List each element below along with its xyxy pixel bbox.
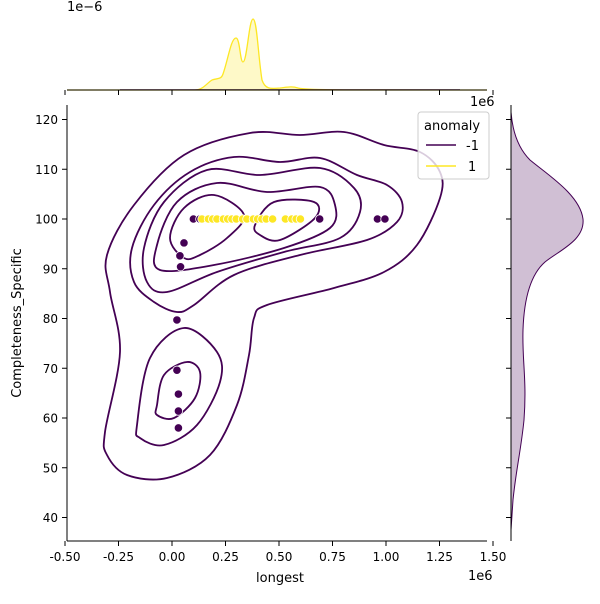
kde-contour-line bbox=[152, 181, 338, 273]
scatter-point-anomaly-minus1 bbox=[175, 251, 185, 261]
y-tick-label: 80 bbox=[43, 312, 58, 326]
scatter-points bbox=[172, 214, 390, 433]
legend: anomaly -1 1 bbox=[417, 111, 490, 180]
scatter-point-anomaly-minus1 bbox=[173, 406, 184, 416]
legend-label-1: 1 bbox=[468, 160, 476, 175]
y-tick-label: 110 bbox=[35, 163, 58, 177]
kde-contours bbox=[102, 130, 444, 481]
y-tick-label: 70 bbox=[43, 362, 58, 376]
kde-contour-line bbox=[169, 194, 246, 261]
x-tick-label: 1.00 bbox=[373, 550, 400, 564]
x-tick-label: 0.25 bbox=[212, 550, 239, 564]
scatter-point-anomaly-minus1 bbox=[173, 423, 184, 433]
y-tick-label: 90 bbox=[43, 262, 58, 276]
y-tick-label: 50 bbox=[43, 461, 58, 475]
top-marginal-kde-anomaly-1 bbox=[67, 18, 488, 91]
scatter-point-anomaly-minus1 bbox=[172, 315, 182, 325]
scatter-point-anomaly-1 bbox=[267, 214, 278, 224]
right-marginal-kde-anomaly-minus1 bbox=[510, 111, 584, 531]
kde-contour-line bbox=[129, 155, 404, 313]
x-tick-label: 1.25 bbox=[426, 550, 453, 564]
top-marginal-x-offset-label: 1e6 bbox=[470, 95, 495, 110]
main-plot: -0.50 -0.25 0.00 0.25 0.50 0.75 1.00 1.25 1.50 4… bbox=[10, 105, 506, 586]
right-marginal bbox=[506, 105, 584, 541]
scatter-point-anomaly-minus1 bbox=[173, 389, 184, 399]
x-tick-label: 0.50 bbox=[266, 550, 293, 564]
top-marginal: 1e−6 1e6 bbox=[64, 0, 495, 110]
y-axis-label: Completeness_Specific bbox=[10, 248, 25, 398]
y-tick-label: 40 bbox=[43, 511, 58, 525]
kde-contour-line bbox=[154, 361, 202, 420]
x-tick-label: 0.75 bbox=[319, 550, 346, 564]
kde-contour-line bbox=[135, 327, 223, 447]
top-marginal-offset-label: 1e−6 bbox=[67, 0, 102, 15]
y-tick-label: 100 bbox=[35, 213, 58, 227]
scatter-point-anomaly-minus1 bbox=[179, 238, 189, 248]
x-axis-label: longest bbox=[256, 571, 304, 586]
y-tick-label: 60 bbox=[43, 412, 58, 426]
x-tick-label: 0.00 bbox=[159, 550, 186, 564]
x-tick-label: 1.50 bbox=[480, 550, 507, 564]
scatter-point-anomaly-minus1 bbox=[175, 262, 186, 272]
x-tick-label: -0.25 bbox=[103, 550, 134, 564]
scatter-point-anomaly-minus1 bbox=[380, 214, 390, 224]
legend-title: anomaly bbox=[424, 119, 480, 134]
x-tick-label: -0.50 bbox=[49, 550, 80, 564]
scatter-point-anomaly-1 bbox=[295, 214, 305, 224]
y-tick-label: 120 bbox=[35, 113, 58, 127]
scatter-point-anomaly-minus1 bbox=[315, 214, 325, 224]
kde-contour-line bbox=[253, 198, 321, 242]
legend-label-minus1: -1 bbox=[466, 139, 479, 154]
x-offset-label: 1e6 bbox=[468, 569, 493, 584]
kde-contour-line bbox=[141, 166, 362, 294]
scatter-point-anomaly-minus1 bbox=[172, 365, 182, 375]
kde-contour-line bbox=[102, 130, 444, 481]
